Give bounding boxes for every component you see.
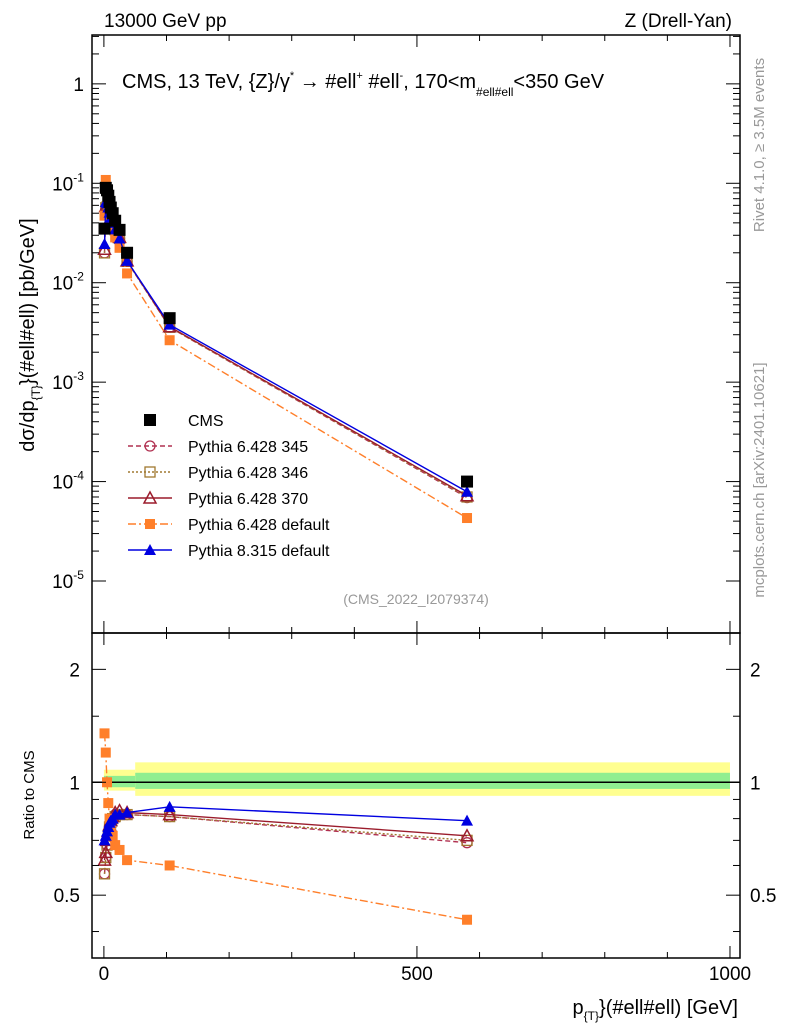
legend-label: Pythia 6.428 370 [188,491,308,508]
header-left: 13000 GeV pp [104,11,227,32]
data-point [114,844,125,855]
cms-data-point [121,246,134,259]
y-tick-label: 10-3 [52,369,84,394]
x-tick-label: 1000 [709,964,751,985]
ratio-frame [91,632,741,959]
cms-data-point [163,312,176,325]
ratio-band-green [135,772,730,789]
y-tick-label: 1 [73,75,84,96]
data-point [114,242,125,253]
data-point [121,806,134,818]
ratio-y-tick-label: 2 [69,660,80,681]
data-point [97,852,112,866]
analysis-id: (CMS_2022_I2079374) [343,591,489,607]
x-tick-label: 0 [99,964,110,985]
ratio-y-axis-label: Ratio to CMS [21,750,38,839]
data-point [99,210,110,221]
data-point [100,174,111,185]
data-point [98,844,114,859]
legend-label: CMS [188,413,224,430]
rivet-label: Rivet 4.1.0, ≥ 3.5M events [751,58,768,232]
data-point [102,777,113,788]
legend-marker [142,490,158,504]
legend-marker [145,519,155,529]
legend-marker [144,440,156,452]
cms-data-point [461,475,474,488]
cms-data-point [109,214,122,227]
legend-label: Pythia 6.428 346 [188,465,308,482]
data-point [99,728,110,739]
data-point [462,914,473,925]
ratio-y-tick-label-right: 1 [750,773,761,794]
data-point [98,868,111,880]
legend-label: Pythia 6.428 345 [188,439,308,456]
x-tick-label: 500 [401,964,433,985]
data-point [98,238,111,250]
header-right: Z (Drell-Yan) [625,11,732,32]
main-panel: 1 10-1 10-2 10-3 10-4 10-5 [52,34,741,958]
y-tick-label: 10-1 [52,170,84,195]
legend-marker [144,414,156,426]
cms-data-point [113,223,126,236]
cms-data-point [98,222,111,235]
ratio-y-tick-label-right: 0.5 [750,886,776,907]
data-point [121,254,134,266]
y-tick-label: 10-5 [52,568,84,593]
data-point [461,814,474,826]
legend-marker [144,544,156,555]
y-axis-label: dσ/dp{T}}(#ell#ell) [pb/GeV] [17,218,43,451]
data-point [162,807,177,821]
data-point [113,232,126,244]
data-point [461,485,474,497]
data-point [163,800,176,812]
data-point [462,513,473,524]
data-point [459,828,475,842]
data-point [122,268,133,279]
series-line [103,733,468,921]
legend-marker [144,466,156,478]
data-point [100,747,111,758]
data-point [164,860,175,871]
data-point [103,798,114,809]
ratio-y-tick-label: 0.5 [54,886,80,907]
data-point [164,335,175,346]
y-tick-label: 10-2 [52,270,84,295]
data-point [110,232,121,243]
y-tick-label: 10-4 [52,469,84,494]
ratio-panel: 0 500 1000 2 2 1 1 0.5 0.5 [54,632,776,985]
ratio-y-tick-label: 1 [69,773,80,794]
legend: Pythia 6.428 345 Pythia 6.428 346 Pythia 6… [128,413,330,560]
data-point [122,855,133,866]
chart-title: CMS, 13 TeV, {Z}/γ* → #ell+ #ell-, 170<m… [122,70,605,99]
ratio-y-tick-label-right: 2 [750,660,761,681]
legend-label: Pythia 6.428 default [188,517,330,534]
mcplots-label: mcplots.cern.ch [arXiv:2401.10621] [751,362,768,597]
legend-label: Pythia 8.315 default [188,543,330,560]
x-axis-label: p{T}}(#ell#ell) [GeV] [573,997,738,1023]
data-point [163,318,176,330]
